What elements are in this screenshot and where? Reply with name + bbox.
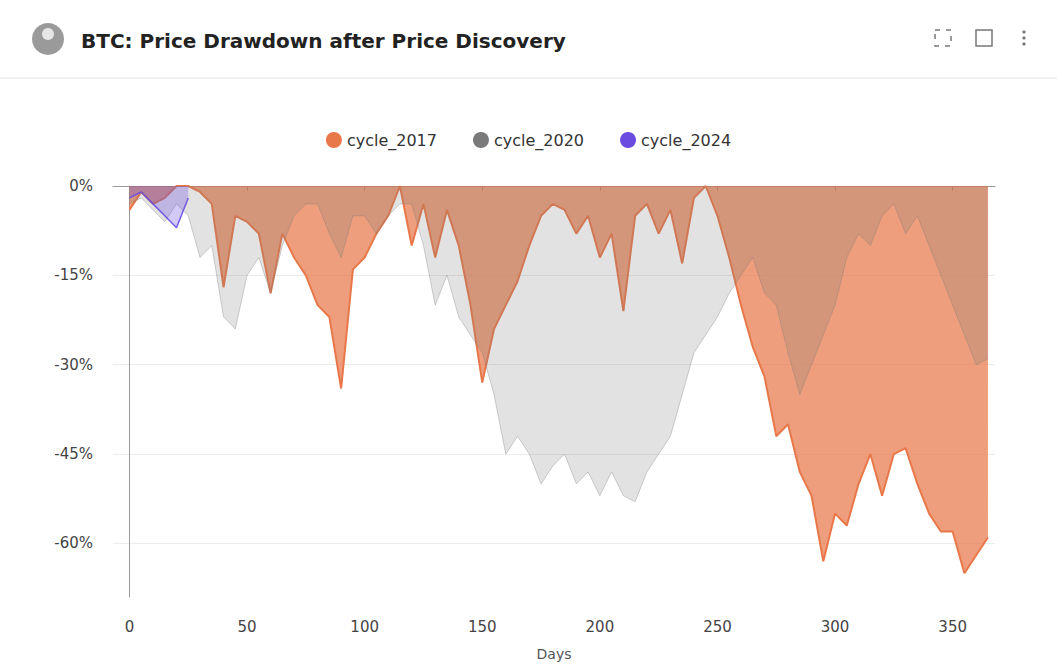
svg-text:200: 200 (586, 618, 615, 636)
svg-text:250: 250 (703, 618, 732, 636)
svg-text:300: 300 (821, 618, 850, 636)
svg-text:BTC: Price Drawdown after Pric: BTC: Price Drawdown after Price Discover… (81, 29, 566, 53)
svg-text:-30%: -30% (54, 356, 93, 374)
svg-text:cycle_2017: cycle_2017 (347, 131, 437, 151)
svg-text:0%: 0% (69, 177, 93, 195)
svg-text:-15%: -15% (54, 266, 93, 284)
svg-text:50: 50 (238, 618, 257, 636)
svg-text:100: 100 (350, 618, 379, 636)
svg-text:-60%: -60% (54, 534, 93, 552)
svg-text:350: 350 (938, 618, 967, 636)
svg-text:cycle_2020: cycle_2020 (494, 131, 584, 151)
svg-text:-45%: -45% (54, 445, 93, 463)
svg-text:150: 150 (468, 618, 497, 636)
svg-text:0: 0 (125, 618, 135, 636)
svg-text:cycle_2024: cycle_2024 (641, 131, 731, 151)
svg-text:Days: Days (537, 646, 572, 662)
